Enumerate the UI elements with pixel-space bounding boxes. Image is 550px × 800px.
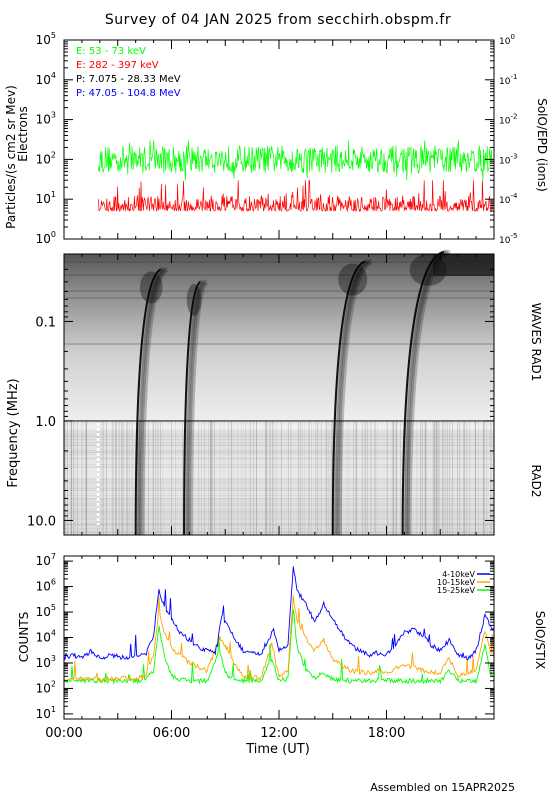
epd-right-tick-label: 10-2 <box>499 113 517 127</box>
radio-type-iii-burst <box>135 267 165 536</box>
radio-type-iii-burst <box>332 259 369 536</box>
radio-type-iii-burst <box>139 267 169 536</box>
time-axis-ticks: 00:00 06:00 12:00 18:00 <box>45 40 495 741</box>
radio-tick-label: 1.0 <box>35 415 56 430</box>
time-tick-label: 12:00 <box>260 726 297 741</box>
xray-tick-label: 104 <box>36 629 56 645</box>
tick-exponent: 6 <box>51 578 56 587</box>
xray-tick-label: 105 <box>36 603 56 619</box>
particles-left-tick-label: 105 <box>36 31 56 47</box>
xray-panel: 101 102 103 104 105 106 107 4-10keV10-15keV15-… <box>17 552 547 721</box>
radio-burst-blob <box>338 263 368 296</box>
radio-type-iii-burst <box>183 279 205 536</box>
radio-type-iii-burst <box>334 259 371 536</box>
particles-data <box>98 140 493 213</box>
radio-burst-blob <box>186 283 202 316</box>
radio-ylabel: Frequency (MHz) <box>6 378 21 487</box>
stix-series-line <box>63 595 495 684</box>
epd-series-line <box>98 180 493 213</box>
tick-exponent: 1 <box>51 190 56 199</box>
xray-tick-label: 102 <box>36 679 56 695</box>
tick-exponent: 0 <box>51 230 56 239</box>
particles-legend-entry: P: 47.05 - 104.8 MeV <box>76 88 181 99</box>
radio-type-iii-burst <box>331 260 366 536</box>
tick-exponent: 3 <box>51 654 56 663</box>
epd-right-tick-label: 10-3 <box>499 152 517 166</box>
radio-type-iii-burst <box>137 267 167 536</box>
xray-legend-label: 15-25keV <box>437 586 476 595</box>
xray-data <box>63 566 495 685</box>
particles-legend-entry: E: 282 - 397 keV <box>76 60 159 71</box>
epd-right-tick-label: 10-5 <box>499 232 517 246</box>
tick-exponent: 5 <box>51 31 56 40</box>
particles-legend-entry: P: 7.075 - 28.33 MeV <box>76 74 181 85</box>
radio-spectrogram-background <box>64 254 494 535</box>
particles-left-tick-label: 100 <box>36 230 56 246</box>
time-tick-label: 18:00 <box>368 726 405 741</box>
tick-exponent: 7 <box>51 552 56 561</box>
tick-exponent: 1 <box>51 705 56 714</box>
epd-right-tick-label: 10-1 <box>499 73 517 87</box>
rad2-label: RAD2 <box>529 465 543 498</box>
radio-panel: 0.1 1.0 10.0 Frequency (MHz) WAVES RAD1 RA… <box>6 249 543 536</box>
epd-right-tick-label: 10-4 <box>499 192 518 206</box>
particles-left-tick-label: 101 <box>36 190 56 206</box>
radio-tick-label: 0.1 <box>35 315 56 330</box>
xray-tick-label: 106 <box>36 578 56 594</box>
radio-type-iii-burst <box>134 268 162 536</box>
tick-exponent: -1 <box>510 73 517 81</box>
radio-type-iii-burst <box>185 279 207 536</box>
tick-exponent: 3 <box>51 111 56 120</box>
tick-exponent: 0 <box>510 33 514 41</box>
time-tick-label: 00:00 <box>45 726 82 741</box>
radio-ticks: 0.1 1.0 10.0 <box>27 268 494 529</box>
xray-legend-label: 10-15keV <box>437 578 476 587</box>
particles-legend: E: 53 - 73 keV E: 282 - 397 keV P: 7.075 -… <box>76 46 181 99</box>
radio-dark-band <box>433 254 494 276</box>
particles-left-tick-label: 104 <box>36 71 56 87</box>
epd-series-line <box>98 140 493 181</box>
assembled-footer: Assembled on 15APR2025 <box>370 781 515 794</box>
particles-ylabel: Particles/(s cm2 sr Mev) <box>4 85 18 229</box>
xray-ylabel: COUNTS <box>17 612 31 663</box>
tick-exponent: 4 <box>51 629 56 638</box>
radio-type-iii-burst <box>183 280 201 536</box>
tick-exponent: -5 <box>510 232 517 240</box>
particles-panel: 10010-510110-410210-310310-210410-110510… <box>4 31 549 246</box>
time-axis-label: Time (UT) <box>245 742 310 757</box>
tick-exponent: -3 <box>510 152 517 160</box>
xray-legend-label: 4-10keV <box>442 570 475 579</box>
particles-left-tick-label: 103 <box>36 111 56 127</box>
figure-title: Survey of 04 JAN 2025 from secchirh.obsp… <box>105 12 451 28</box>
radio-type-iii-burst <box>336 259 373 536</box>
tick-exponent: 4 <box>51 71 56 80</box>
tick-exponent: 2 <box>51 679 56 688</box>
waves-rad1-label: WAVES RAD1 <box>529 303 543 382</box>
stix-series-line <box>63 609 495 685</box>
tick-exponent: 5 <box>51 603 56 612</box>
time-tick-label: 06:00 <box>153 726 190 741</box>
radio-type-iii-burst <box>188 279 209 536</box>
particles-left-tick-label: 102 <box>36 150 56 166</box>
xray-tick-label: 103 <box>36 654 56 670</box>
radio-burst-blob <box>139 271 163 304</box>
xray-tick-label: 107 <box>36 552 56 568</box>
epd-right-label: SolO/EPD (ions) <box>535 98 549 192</box>
tick-exponent: 2 <box>51 150 56 159</box>
xray-tick-label: 101 <box>36 705 56 721</box>
particles-legend-entry: E: 53 - 73 keV <box>76 46 146 57</box>
tick-exponent: -4 <box>510 192 518 200</box>
particles-ylabel-electrons: Electrons <box>16 106 30 161</box>
radio-tick-label: 10.0 <box>27 514 56 529</box>
stix-series-line <box>63 566 495 661</box>
epd-right-tick-label: 100 <box>499 33 515 47</box>
tick-exponent: -2 <box>510 113 517 121</box>
stix-right-label: SolO/STIX <box>533 611 547 670</box>
